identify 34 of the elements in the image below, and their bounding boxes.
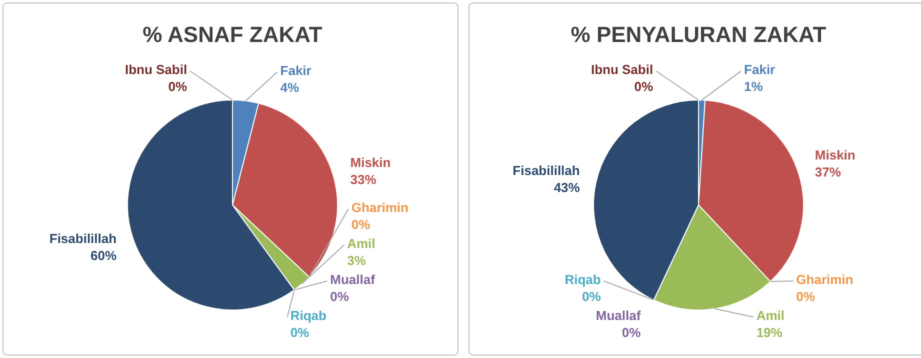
data-label: 1% (744, 79, 764, 94)
slice-label: Fakir (280, 63, 312, 78)
data-label: 43% (554, 180, 580, 195)
text: 0% (634, 79, 654, 94)
text: 0% (622, 325, 641, 340)
slice-label: Miskin (350, 155, 391, 170)
data-label: 33% (350, 172, 377, 188)
text: 0% (796, 289, 815, 304)
category-label: Riqab (564, 272, 601, 287)
chart-title: % PENYALURAN ZAKAT (570, 22, 827, 47)
text: 0% (290, 325, 310, 340)
category-label: Riqab (290, 308, 326, 323)
slice-label: Fisabilillah (512, 162, 580, 178)
data-label: 3% (347, 253, 366, 268)
legend-label: Muallaf (330, 272, 376, 287)
data-label: 60% (90, 248, 117, 263)
text: 0% (351, 217, 370, 232)
text: 0% (168, 79, 188, 94)
slice-label: Amil (756, 308, 785, 323)
data-label: 19% (756, 325, 783, 340)
chart-title: % ASNAF ZAKAT (142, 22, 323, 47)
category-label: Ibnu Sabil (124, 62, 188, 77)
category-label: Ibnu Sabil (590, 62, 654, 77)
slice-label: Fisabilillah (49, 230, 117, 246)
slice-label: Fakir (744, 62, 776, 78)
category-label: Gharimin (351, 200, 409, 215)
text: 0% (330, 289, 349, 304)
category-label: Muallaf (596, 308, 641, 323)
data-label: 4% (280, 80, 300, 96)
legend-label: Gharimin (796, 272, 854, 287)
data-label: 37% (814, 164, 842, 180)
text: 0% (582, 289, 601, 304)
slice-label: Amil (347, 236, 376, 251)
slice-label: Miskin (814, 147, 856, 162)
